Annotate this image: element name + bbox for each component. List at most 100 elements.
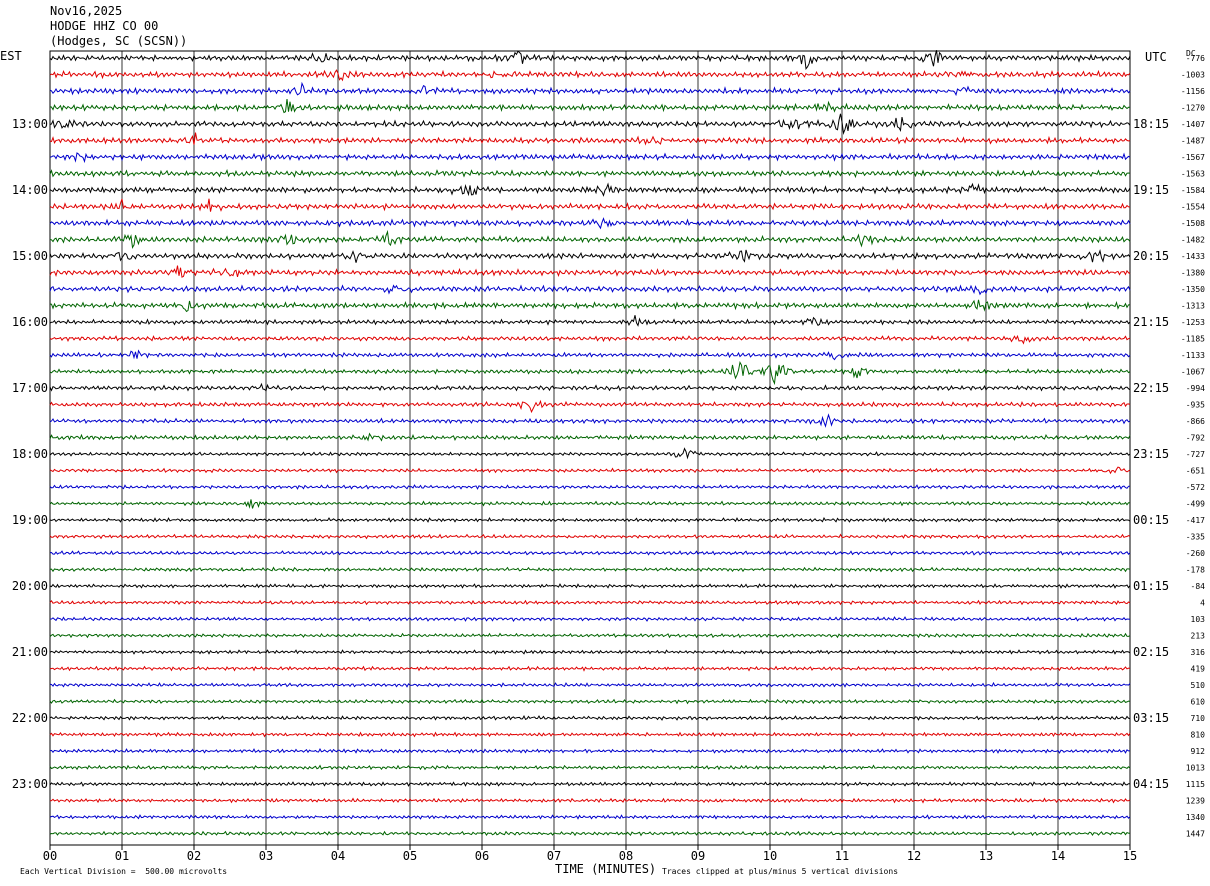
dc-offset-label: 419 xyxy=(1191,665,1206,674)
dc-offset-label: -499 xyxy=(1186,500,1205,509)
dc-offset-label: -935 xyxy=(1186,401,1205,410)
seismic-trace xyxy=(49,632,1131,639)
dc-offset-label: -727 xyxy=(1186,450,1205,459)
dc-offset-label: 810 xyxy=(1191,731,1206,740)
seismic-trace xyxy=(49,265,1131,278)
seismic-trace xyxy=(49,69,1131,82)
dc-offset-label: 912 xyxy=(1191,747,1206,756)
dc-offset-label: -994 xyxy=(1186,384,1205,393)
dc-offset-label: -1185 xyxy=(1181,335,1205,344)
seismic-trace xyxy=(49,50,1131,70)
seismic-trace xyxy=(49,229,1131,250)
dc-offset-label: -1433 xyxy=(1181,252,1205,261)
dc-offset-label: -1487 xyxy=(1181,137,1205,146)
seismic-trace xyxy=(49,583,1131,589)
seismic-trace xyxy=(49,466,1131,475)
dc-offset-label: -1067 xyxy=(1181,368,1205,377)
seismic-trace xyxy=(49,649,1131,655)
seismic-trace xyxy=(49,731,1131,738)
seismic-trace xyxy=(49,616,1131,622)
seismic-trace xyxy=(49,698,1131,705)
dc-offset-label: -1554 xyxy=(1181,203,1205,212)
right-hour-label: 18:15 xyxy=(1133,117,1169,131)
seismic-trace xyxy=(49,132,1131,146)
left-hour-label: 19:00 xyxy=(12,513,48,527)
dc-offset-label: -1313 xyxy=(1181,302,1205,311)
seismic-trace xyxy=(49,349,1131,361)
seismic-trace xyxy=(49,499,1130,509)
dc-offset-label: -335 xyxy=(1186,533,1205,542)
x-axis-title: TIME (MINUTES) xyxy=(555,862,657,876)
right-hour-label: 23:15 xyxy=(1133,447,1169,461)
dc-offset-label: -1584 xyxy=(1181,186,1205,195)
dc-offset-label: -776 xyxy=(1186,54,1205,63)
seismic-trace xyxy=(49,81,1131,97)
seismic-trace xyxy=(49,681,1131,688)
dc-offset-label: 1239 xyxy=(1186,797,1205,806)
seismic-trace xyxy=(49,169,1131,179)
x-tick-label: 14 xyxy=(1051,849,1065,863)
x-tick-label: 10 xyxy=(763,849,777,863)
right-hour-label: 22:15 xyxy=(1133,381,1169,395)
dc-offset-label: 4 xyxy=(1200,599,1205,608)
dc-offset-label: -1156 xyxy=(1181,87,1205,96)
station-location: (Hodges, SC (SCSN)) xyxy=(50,34,188,48)
x-tick-label: 00 xyxy=(43,849,57,863)
left-hour-label: 15:00 xyxy=(12,249,48,263)
scale-note: Each Vertical Division = 500.00 microvol… xyxy=(20,867,228,876)
left-hour-label: 18:00 xyxy=(12,447,48,461)
dc-offset-label: -866 xyxy=(1186,417,1205,426)
seismic-trace xyxy=(49,399,1131,414)
x-tick-label: 07 xyxy=(547,849,561,863)
seismic-trace xyxy=(49,550,1131,556)
right-hour-label: 03:15 xyxy=(1133,711,1169,725)
dc-offset-label: 103 xyxy=(1191,615,1206,624)
x-tick-label: 01 xyxy=(115,849,129,863)
dc-offset-label: -651 xyxy=(1186,467,1205,476)
seismic-trace xyxy=(49,830,1131,837)
chart-date: Nov16,2025 xyxy=(50,4,123,18)
seismic-trace xyxy=(49,249,1131,263)
seismic-trace xyxy=(49,797,1131,804)
dc-offset-label: -1567 xyxy=(1181,153,1205,162)
dc-offset-label: 213 xyxy=(1191,632,1206,641)
seismic-trace xyxy=(49,533,1131,540)
dc-offset-label: 1340 xyxy=(1186,813,1205,822)
seismic-trace xyxy=(49,182,1131,197)
seismic-trace xyxy=(49,748,1130,754)
dc-offset-label: 1447 xyxy=(1186,830,1205,839)
seismic-trace xyxy=(49,715,1131,721)
dc-offset-label: 710 xyxy=(1191,714,1206,723)
left-hour-label: 14:00 xyxy=(12,183,48,197)
seismic-trace xyxy=(49,517,1131,523)
dc-offset-label: -1508 xyxy=(1181,219,1205,228)
dc-offset-label: -1350 xyxy=(1181,285,1205,294)
dc-offset-label: -260 xyxy=(1186,549,1205,558)
x-tick-label: 03 xyxy=(259,849,273,863)
seismic-trace xyxy=(49,284,1131,296)
left-timezone-label: EST xyxy=(0,49,22,63)
right-hour-label: 21:15 xyxy=(1133,315,1169,329)
right-hour-label: 01:15 xyxy=(1133,579,1169,593)
dc-offset-label: -84 xyxy=(1191,582,1206,591)
dc-offset-label: -178 xyxy=(1186,566,1205,575)
dc-offset-label: -572 xyxy=(1186,483,1205,492)
x-tick-label: 02 xyxy=(187,849,201,863)
seismic-trace xyxy=(49,315,1131,327)
x-tick-label: 04 xyxy=(331,849,345,863)
x-tick-label: 08 xyxy=(619,849,633,863)
dc-offset-label: 1013 xyxy=(1186,764,1205,773)
seismic-trace xyxy=(49,432,1131,442)
right-hour-label: 20:15 xyxy=(1133,249,1169,263)
dc-offset-label: -1563 xyxy=(1181,170,1205,179)
seismic-trace xyxy=(49,98,1130,114)
dc-offset-label: 610 xyxy=(1191,698,1206,707)
seismic-trace xyxy=(49,484,1131,490)
dc-offset-label: -1380 xyxy=(1181,269,1205,278)
station-name: HODGE HHZ CO 00 xyxy=(50,19,159,33)
right-hour-label: 19:15 xyxy=(1133,183,1169,197)
dc-offset-label: -792 xyxy=(1186,434,1205,443)
x-tick-label: 06 xyxy=(475,849,489,863)
seismic-trace xyxy=(49,198,1131,212)
seismic-trace xyxy=(49,334,1131,345)
